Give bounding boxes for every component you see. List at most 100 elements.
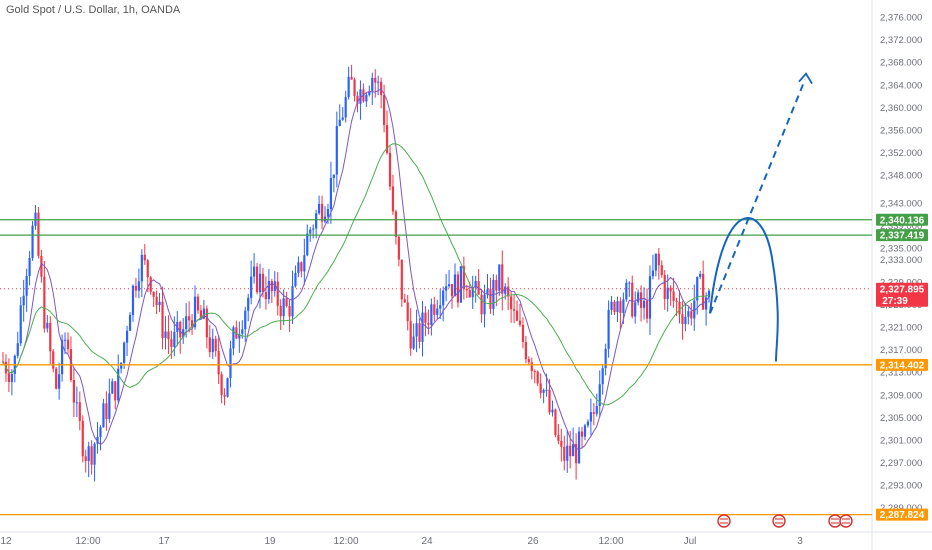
candle-body bbox=[409, 321, 412, 349]
x-tick-label: 3 bbox=[797, 536, 803, 547]
y-tick-label: 2,352.000 bbox=[880, 148, 922, 159]
candle-body bbox=[117, 368, 120, 401]
y-tick-label: 2,364.000 bbox=[880, 80, 922, 91]
candle-body bbox=[229, 348, 232, 379]
candle-body bbox=[666, 287, 669, 300]
candle-body bbox=[542, 389, 545, 393]
y-tick-label: 2,289.000 bbox=[880, 503, 922, 514]
candle-body bbox=[255, 266, 259, 293]
candle-body bbox=[120, 362, 123, 369]
candle-body bbox=[72, 380, 75, 403]
candle-body bbox=[368, 91, 371, 95]
y-tick-label: 2,372.000 bbox=[880, 35, 922, 46]
candle-body bbox=[365, 94, 368, 102]
candle-body bbox=[93, 443, 96, 465]
candle-body bbox=[539, 383, 542, 393]
resistance-upper-badge-label: 2,340.136 bbox=[880, 215, 925, 226]
candle-body bbox=[687, 311, 690, 317]
candle-body bbox=[131, 285, 135, 315]
candle-body bbox=[235, 327, 238, 339]
candle-body bbox=[471, 287, 474, 298]
x-tick-label: Jul bbox=[684, 536, 697, 547]
candle-body bbox=[403, 299, 406, 303]
candle-body bbox=[521, 324, 525, 342]
x-tick-label: 12:00 bbox=[598, 536, 623, 547]
x-tick-label: 24 bbox=[421, 536, 433, 547]
candle-body bbox=[123, 342, 126, 363]
y-tick-label: 2,343.000 bbox=[880, 199, 922, 210]
candle-body bbox=[445, 286, 448, 291]
candle-body bbox=[149, 277, 152, 292]
candle-body bbox=[25, 276, 28, 296]
candle-body bbox=[382, 95, 386, 126]
candle-body bbox=[548, 389, 551, 413]
candle-body bbox=[527, 359, 530, 363]
candle-body bbox=[625, 282, 628, 300]
candle-body bbox=[143, 254, 146, 261]
us-flag-icon[interactable] bbox=[772, 514, 786, 528]
candle-body bbox=[430, 304, 433, 325]
candle-body bbox=[46, 322, 49, 329]
candle-body bbox=[634, 302, 637, 317]
candle-body bbox=[577, 431, 581, 464]
candle-body bbox=[102, 403, 105, 428]
candle-body bbox=[188, 316, 191, 321]
candle-body bbox=[707, 290, 711, 298]
candle-body bbox=[374, 77, 377, 83]
us-flag-icon[interactable] bbox=[717, 514, 731, 528]
support-lower-badge-label: 2,287.824 bbox=[880, 510, 925, 521]
candle-body bbox=[498, 264, 501, 291]
candle-body bbox=[323, 216, 327, 222]
candle-body bbox=[306, 233, 309, 256]
candle-body bbox=[128, 314, 132, 331]
candle-body bbox=[569, 445, 572, 457]
candle-body bbox=[344, 97, 347, 118]
candle-body bbox=[167, 331, 170, 340]
candle-body bbox=[693, 300, 696, 319]
x-tick-label: 12:00 bbox=[75, 536, 100, 547]
candle-body bbox=[524, 341, 527, 360]
candle-body bbox=[152, 291, 155, 297]
candle-body bbox=[501, 264, 504, 294]
us-flag-icon[interactable] bbox=[828, 514, 842, 528]
candle-body bbox=[604, 348, 607, 369]
candle-body bbox=[377, 81, 380, 83]
candle-body bbox=[60, 340, 64, 375]
candle-body bbox=[507, 286, 510, 297]
chart-title: Gold Spot / U.S. Dollar, 1h, OANDA bbox=[6, 4, 181, 16]
candle-body bbox=[43, 276, 46, 329]
projection-dashed-line[interactable] bbox=[709, 79, 806, 314]
candle-body bbox=[350, 76, 353, 80]
candle-body bbox=[669, 287, 672, 292]
candle-body bbox=[536, 371, 539, 384]
candle-body bbox=[332, 174, 335, 179]
candle-body bbox=[424, 312, 427, 323]
candle-body bbox=[320, 203, 324, 222]
candle-body bbox=[99, 427, 102, 437]
candle-body bbox=[199, 310, 203, 319]
candle-body bbox=[81, 420, 84, 457]
candle-body bbox=[598, 384, 601, 407]
candle-body bbox=[276, 281, 279, 306]
y-tick-label: 2,368.000 bbox=[880, 58, 922, 69]
candle-body bbox=[285, 298, 288, 307]
y-tick-label: 2,321.000 bbox=[880, 323, 922, 334]
candle-body bbox=[270, 280, 273, 292]
fast-moving-average-line bbox=[2, 88, 710, 450]
projection-arrowhead-icon bbox=[798, 72, 813, 85]
candle-body bbox=[335, 125, 338, 175]
candle-body bbox=[483, 294, 486, 315]
projection-arc[interactable] bbox=[709, 217, 779, 362]
candle-body bbox=[329, 178, 333, 210]
us-flag-icon[interactable] bbox=[839, 514, 853, 528]
candle-body bbox=[518, 320, 522, 325]
y-tick-label: 2,333.000 bbox=[880, 255, 922, 266]
current-price-badge bbox=[876, 282, 928, 307]
candle-body bbox=[371, 77, 374, 92]
candle-body bbox=[52, 351, 55, 369]
candle-body bbox=[380, 81, 383, 96]
resistance-lower-badge bbox=[876, 229, 928, 242]
candle-body bbox=[613, 301, 616, 313]
candle-body bbox=[545, 389, 548, 391]
